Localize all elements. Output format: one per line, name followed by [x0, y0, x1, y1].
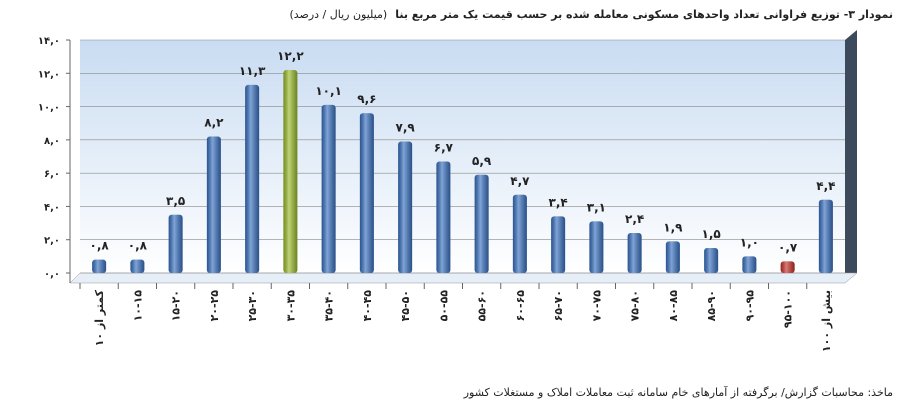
value-label: ۰,۸: [128, 239, 148, 253]
bar-shine: [321, 104, 336, 274]
value-label: ۱,۹: [663, 220, 683, 234]
bar-shine: [168, 214, 183, 273]
x-tick-label: ۸۵-۹۰: [705, 290, 718, 321]
value-label: ۱۰,۱: [315, 84, 342, 98]
y-tick-label: ۱۲,۰: [38, 69, 60, 80]
x-tick-label: ۵۰-۵۵: [437, 290, 450, 322]
y-tick-label: ۱۰,۰: [38, 103, 60, 114]
value-label: ۸,۲: [204, 116, 224, 130]
y-tick-label: ۲,۰: [44, 236, 60, 247]
bar-shine: [398, 141, 413, 273]
bar-shine: [245, 84, 260, 273]
value-label: ۱,۵: [702, 227, 721, 241]
value-label: ۳,۵: [166, 194, 185, 208]
y-tick-label: ۰,۰: [44, 269, 60, 280]
value-label: ۳,۱: [587, 200, 606, 214]
x-tick-label: ۷۰-۷۵: [590, 290, 603, 322]
x-tick-label: ۳۰-۳۵: [284, 290, 297, 322]
chart-title: نمودار ۳- توزیع فراوانی تعداد واحدهای مس…: [395, 8, 893, 21]
bar-shine: [627, 233, 642, 273]
x-tick-label: ۱۰-۱۵: [131, 290, 144, 322]
value-label: ۷,۹: [396, 121, 416, 135]
value-label: ۹,۶: [357, 92, 376, 106]
bar-shine: [818, 199, 833, 273]
value-label: ۱۱,۳: [239, 64, 266, 78]
value-label: ۰,۸: [90, 239, 110, 253]
x-tick-label: ۳۵-۴۰: [323, 290, 336, 321]
unit-label: (میلیون ریال / درصد): [289, 8, 387, 21]
value-label: ۵,۹: [472, 154, 492, 168]
bar-shine: [436, 161, 451, 273]
bar-shine: [206, 136, 221, 273]
bar-shine: [359, 113, 374, 273]
x-tick-label: ۶۵-۷۰: [552, 290, 565, 321]
y-tick-label: ۶,۰: [44, 169, 60, 180]
value-label: ۱,۰: [740, 235, 759, 249]
source-note: ماخذ: محاسبات گزارش/ برگرفته از آمارهای …: [463, 385, 893, 399]
bar-shine: [551, 216, 566, 273]
plot-area: [80, 40, 845, 273]
x-tick-label: ۱۵-۲۰: [170, 290, 183, 321]
y-tick-label: ۴,۰: [44, 202, 60, 213]
x-tick-label: ۴۰-۴۵: [361, 290, 374, 322]
x-tick-label: بیش از ۱۰۰: [820, 290, 833, 352]
bar-shine: [780, 261, 795, 273]
value-label: ۴,۴: [816, 179, 835, 193]
value-label: ۶,۷: [434, 140, 454, 154]
bar-shine: [704, 248, 719, 273]
bar-shine: [512, 194, 527, 273]
value-label: ۰,۷: [778, 240, 798, 254]
value-label: ۳,۴: [549, 195, 568, 209]
bar-shine: [283, 69, 298, 273]
x-tick-label: ۷۵-۸۰: [629, 290, 642, 321]
x-tick-label: ۶۰-۶۵: [514, 290, 527, 322]
x-tick-label: ۲۵-۳۰: [246, 290, 259, 321]
value-label: ۲,۴: [625, 212, 644, 226]
y-tick-label: ۸,۰: [44, 136, 60, 147]
bar-shine: [742, 256, 757, 273]
x-tick-label: کمتر از ۱۰: [93, 289, 106, 346]
x-tick-label: ۹۰-۹۵: [743, 290, 756, 322]
x-tick-label: ۵۵-۶۰: [476, 290, 489, 321]
value-label: ۱۲,۲: [277, 49, 304, 63]
side-wall: [845, 30, 857, 283]
x-tick-label: ۹۵-۱۰۰: [782, 290, 795, 328]
floor: [69, 272, 858, 284]
bar-shine: [474, 174, 489, 273]
bar-shine: [665, 241, 680, 273]
bar-shine: [589, 221, 604, 273]
x-tick-label: ۲۰-۲۵: [208, 290, 221, 322]
bar-shine: [130, 259, 145, 273]
bar-shine: [92, 259, 107, 273]
value-label: ۴,۷: [510, 174, 530, 188]
y-tick-label: ۱۴,۰: [38, 36, 60, 47]
x-tick-label: ۸۰-۸۵: [667, 290, 680, 322]
x-tick-label: ۴۵-۵۰: [399, 290, 412, 321]
